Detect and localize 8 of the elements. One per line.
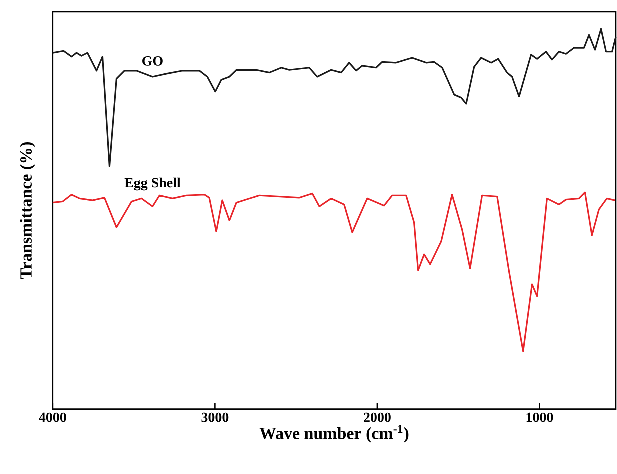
series-label: GO (142, 56, 163, 66)
x-tick-label: 1000 (526, 412, 554, 422)
x-axis-title: Wave number (cm$^{-1}$) (260, 424, 409, 443)
series-label: Egg Shell (124, 178, 181, 191)
x-tick-label: 3000 (202, 412, 229, 422)
x-tick-label: 4000 (39, 412, 66, 422)
y-axis-title: Transmittance (%) (20, 142, 36, 280)
x-tick-label: 2000 (364, 412, 391, 422)
